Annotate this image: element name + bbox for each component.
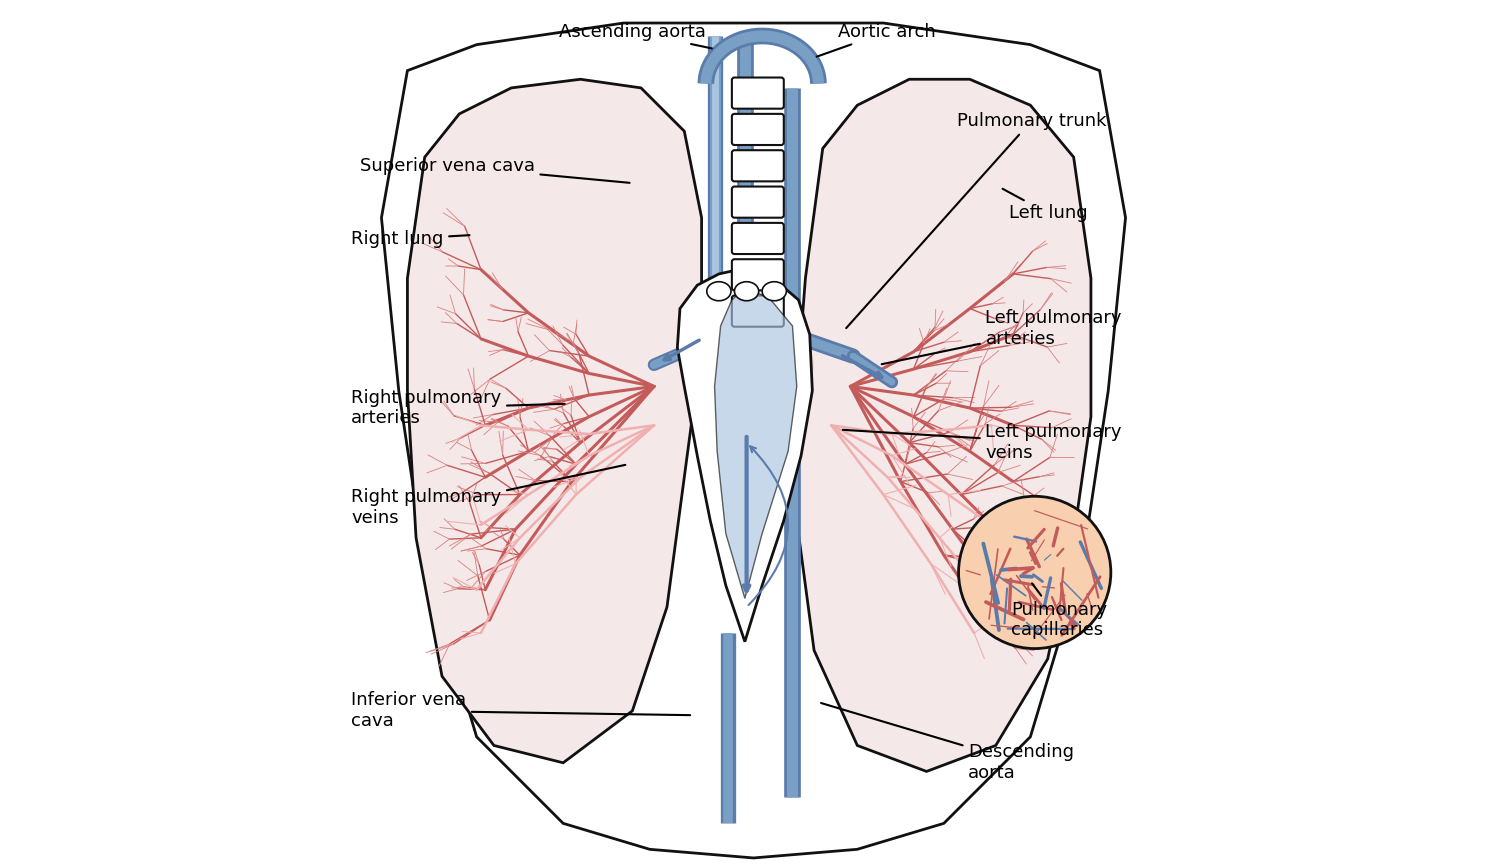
Text: Left pulmonary
veins: Left pulmonary veins (842, 424, 1121, 462)
Text: Pulmonary
capillaries: Pulmonary capillaries (1011, 583, 1108, 640)
Ellipse shape (707, 282, 731, 300)
Text: Aortic arch: Aortic arch (817, 23, 936, 56)
Text: Ascending aorta: Ascending aorta (559, 23, 711, 49)
Text: Right lung: Right lung (351, 230, 470, 248)
FancyBboxPatch shape (732, 77, 784, 108)
Polygon shape (381, 23, 1126, 858)
FancyBboxPatch shape (732, 223, 784, 254)
Circle shape (958, 496, 1111, 648)
Text: Pulmonary trunk: Pulmonary trunk (847, 112, 1106, 328)
Ellipse shape (763, 282, 787, 300)
Ellipse shape (734, 282, 758, 300)
FancyBboxPatch shape (732, 114, 784, 145)
Text: Left lung: Left lung (1002, 188, 1088, 222)
Text: Superior vena cava: Superior vena cava (360, 157, 630, 183)
Ellipse shape (693, 332, 814, 398)
FancyBboxPatch shape (732, 260, 784, 291)
Text: Left pulmonary
arteries: Left pulmonary arteries (882, 309, 1121, 365)
Polygon shape (714, 287, 797, 598)
FancyBboxPatch shape (732, 150, 784, 181)
FancyBboxPatch shape (732, 296, 784, 326)
Polygon shape (797, 79, 1091, 772)
Polygon shape (677, 268, 812, 641)
Text: Right pulmonary
veins: Right pulmonary veins (351, 465, 625, 527)
FancyBboxPatch shape (732, 187, 784, 218)
Polygon shape (407, 79, 702, 763)
Text: Right pulmonary
arteries: Right pulmonary arteries (351, 389, 565, 427)
Text: Descending
aorta: Descending aorta (821, 703, 1074, 782)
Text: Inferior vena
cava: Inferior vena cava (351, 692, 690, 730)
